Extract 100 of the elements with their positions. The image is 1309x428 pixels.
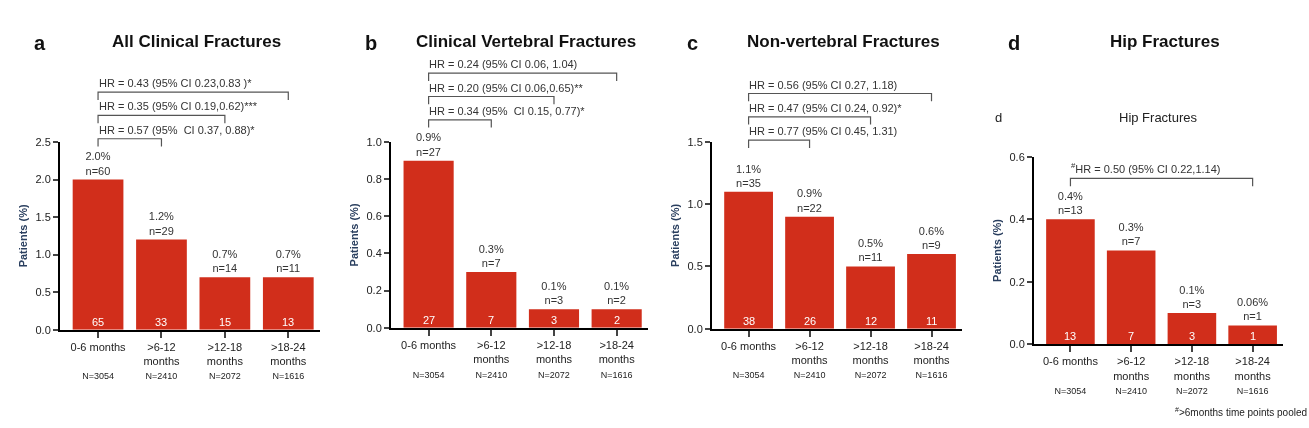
y-tick-label: 0.6 (366, 210, 382, 223)
x-tick-label: >6-12 months N=2410 (791, 339, 829, 381)
y-tick-label: 1.0 (366, 135, 382, 148)
bar (1167, 312, 1217, 345)
annotation: 7 (488, 314, 495, 326)
text: d (1008, 32, 1021, 54)
y-axis-title: Patients (%) (990, 218, 1003, 282)
data-label: 0.1% n=3 (541, 279, 567, 307)
bar (262, 277, 314, 330)
bar (846, 266, 895, 329)
x-tick-label: >18-24 months N=1616 (913, 339, 951, 381)
text: c (687, 32, 699, 54)
y-tick-label: 2.0 (35, 173, 51, 186)
data-label: 0.3% n=7 (1118, 221, 1144, 248)
category-label: 0-6 months N=3054 (721, 339, 777, 381)
data-label: 0.7% n=14 (212, 247, 238, 275)
data-label: 1.1% n=35 (735, 162, 762, 189)
data-label: 0.3% n=7 (478, 242, 504, 270)
annotation: 33 (155, 316, 168, 328)
y-tick-label: 1.5 (687, 135, 703, 148)
annotation: 11 (926, 315, 938, 327)
x-tick-label: >12-18 months N=2072 (852, 339, 890, 381)
y-tick-label: 1.5 (35, 210, 51, 223)
chart-title: All Clinical Fractures (112, 32, 282, 51)
bar (591, 309, 642, 328)
annotation: 15 (219, 316, 232, 328)
bar (403, 160, 454, 328)
annotation: $^{#}$HR = 0.50 (95% CI 0.22,1.14) (1071, 161, 1221, 175)
bar (72, 179, 124, 330)
y-tick-label: 0.8 (366, 173, 382, 186)
y-axis-title: Patients (%) (347, 203, 360, 267)
y-tick-label: 2.5 (35, 135, 51, 148)
bar (724, 191, 773, 329)
text: HR = 0.77 (95% CI 0.45, 1.31) (749, 125, 898, 137)
y-axis-title: Patients (%) (16, 204, 29, 268)
data-label: 0.9% n=27 (415, 131, 442, 158)
y-tick-label: 0.5 (687, 260, 703, 273)
data-label: 0.4% n=13 (1057, 189, 1084, 217)
annotation: 3 (1189, 330, 1196, 342)
y-tick-label: 0.0 (1009, 338, 1025, 351)
bar (199, 277, 251, 330)
annotation: 38 (743, 315, 756, 327)
x-tick-label: >6-12 months N=2410 (1113, 355, 1150, 397)
category-label: 0-6 months N=3054 (401, 338, 457, 380)
text: HR = 0.43 (95% CI 0.23,0.83 )* (99, 77, 253, 89)
x-tick-label: >18-24 months N=1616 (598, 338, 636, 380)
text: HR = 0.47 (95% CI 0.24, 0.92)* (749, 102, 903, 114)
category-label: 0-6 months N=3054 (1042, 355, 1098, 397)
chart-subtitle: Hip Fractures (1110, 32, 1220, 51)
category-label: 0-6 months N=3054 (70, 340, 126, 382)
bar (1228, 325, 1277, 345)
text: $^{#}$>6months time points pooled (1175, 406, 1308, 419)
x-tick-label: >6-12 months N=2410 (143, 340, 180, 382)
y-tick-label: 0.4 (366, 247, 382, 260)
bar (907, 254, 956, 329)
y-tick-label: 1.0 (687, 198, 703, 211)
bar (466, 272, 517, 328)
text: a (34, 32, 46, 54)
y-axis-title: Patients (%) (668, 203, 681, 267)
data-label: 0.1% n=2 (604, 279, 630, 307)
chart-title: Non-vertebral Fractures (747, 32, 940, 51)
y-tick-label: 0.0 (366, 321, 382, 334)
x-tick-label: >18-24 months N=1616 (270, 340, 307, 382)
data-label: 0.5% n=11 (857, 237, 884, 264)
annotation: 26 (804, 315, 817, 327)
data-label: 0.9% n=22 (796, 187, 823, 214)
data-label: 2.0% n=60 (85, 150, 111, 177)
annotation: 13 (1064, 330, 1077, 342)
x-tick-label: >12-18 months N=2072 (206, 340, 244, 382)
text: HR = 0.35 (95% CI 0.19,0.62)*** (99, 100, 258, 112)
bar (1046, 219, 1095, 345)
annotation: 65 (92, 316, 105, 328)
y-tick-label: 0.4 (1009, 213, 1025, 226)
y-tick-label: 0.0 (35, 323, 51, 336)
x-tick-label: >12-18 months N=2072 (1173, 355, 1211, 397)
x-tick-label: >18-24 months N=1616 (1234, 355, 1272, 397)
text: HR = 0.56 (95% CI 0.27, 1.18) (749, 79, 898, 91)
text: d (995, 110, 1003, 125)
chart-title: Hip Fractures (1119, 110, 1198, 125)
text: HR = 0.24 (95% CI 0.06, 1.04) (429, 58, 578, 70)
annotation: 27 (423, 314, 436, 326)
data-label: 1.2% n=29 (148, 210, 175, 237)
y-tick-label: 0.6 (1009, 150, 1025, 163)
annotation: 2 (614, 314, 621, 326)
annotation: 13 (282, 316, 295, 328)
x-tick-label: >6-12 months N=2410 (473, 338, 510, 380)
text: HR = 0.20 (95% CI 0.06,0.65)** (429, 82, 584, 94)
y-tick-label: 0.2 (366, 284, 382, 297)
text: HR = 0.57 (95% CI 0.37, 0.88)* (99, 124, 256, 136)
annotation: 1 (1250, 330, 1257, 342)
bar (136, 239, 187, 330)
bar (785, 216, 834, 329)
y-tick-label: 0.0 (687, 322, 703, 335)
bar (528, 309, 580, 328)
y-tick-label: 0.5 (35, 285, 51, 298)
data-label: 0.6% n=9 (918, 224, 945, 252)
y-tick-label: 1.0 (35, 248, 51, 261)
annotation: 12 (865, 315, 878, 327)
annotation: 3 (551, 314, 558, 326)
bar (1106, 250, 1156, 345)
